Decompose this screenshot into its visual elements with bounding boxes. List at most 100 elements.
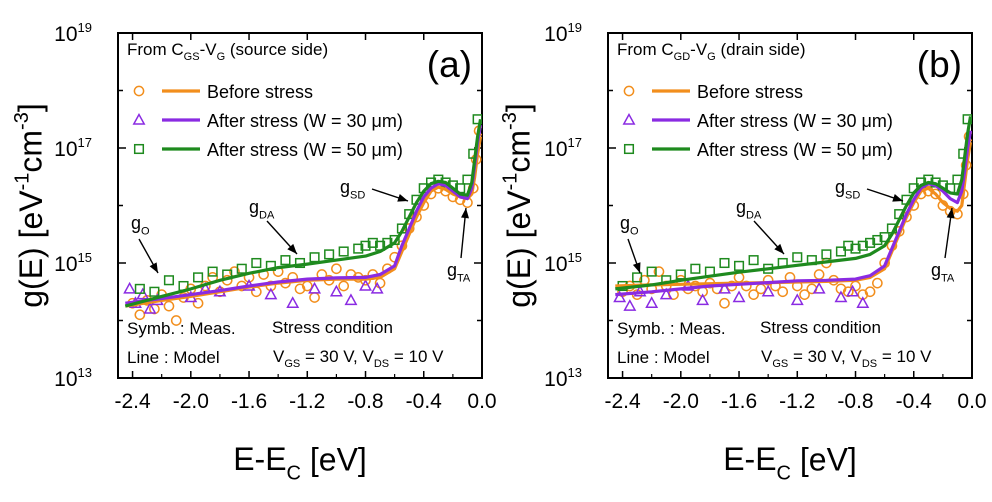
annotation-gDA: gDA <box>249 197 275 221</box>
data-point-after50 <box>280 255 291 266</box>
y-tick-label: 1015 <box>544 250 582 276</box>
stress-condition-part: = 10 V <box>389 347 444 366</box>
y-axis-label-part: g(E) [eV <box>13 190 49 308</box>
y-axis-label-part: ] <box>12 103 48 112</box>
data-point-before <box>134 309 146 321</box>
data-point-after50 <box>857 240 868 251</box>
stress-condition: VGS = 30 V, VDS = 10 V <box>273 347 444 370</box>
legend-label: After stress (W = 30 μm) <box>697 111 893 131</box>
data-point-before <box>864 286 876 298</box>
data-point-after50 <box>207 266 218 277</box>
legend-marker-after50 <box>623 143 635 155</box>
data-point-after50 <box>472 114 482 125</box>
arrow-gO-head <box>632 262 641 273</box>
data-point-before <box>748 289 759 300</box>
data-point-after50 <box>324 249 335 260</box>
annotation-gTA: gTA <box>931 260 955 284</box>
y-tick-label: 1017 <box>544 135 582 161</box>
annotation-gSD: gSD <box>340 177 365 201</box>
stress-condition-part: V <box>273 347 285 366</box>
data-point-after30 <box>761 284 775 297</box>
annotation-gO-part: g <box>131 213 141 233</box>
y-tick-label-part: 10 <box>544 23 567 46</box>
x-axis-label-part: E-E <box>233 441 286 477</box>
panel-header-part: From C <box>127 40 184 59</box>
x-axis-label: E-EC [eV] <box>723 441 857 485</box>
y-tick-label-part: 10 <box>54 368 77 391</box>
panel-header-part: (source side) <box>225 40 328 59</box>
panel-label: (a) <box>427 44 472 85</box>
legend-marker-after30 <box>132 112 146 125</box>
y-axis-label: g(E) [eV-1cm-3] <box>499 103 537 308</box>
data-point-after30 <box>308 281 322 294</box>
data-point-after30 <box>659 287 673 300</box>
stress-condition: VGS = 30 V, VDS = 10 V <box>761 347 932 370</box>
data-point-after50 <box>163 275 175 286</box>
data-point-after50 <box>236 263 247 274</box>
legend-marker-before <box>133 85 145 97</box>
y-tick-label-part: 17 <box>568 135 582 150</box>
note-symbols: Symb. : Meas. <box>617 319 726 338</box>
data-point-after50 <box>646 266 657 277</box>
data-point-after30 <box>286 296 300 308</box>
panel-header-part: -V <box>200 40 218 59</box>
note-lines: Line : Model <box>127 348 220 367</box>
panel-header-part: GS <box>184 51 200 63</box>
data-point-after50 <box>962 114 972 125</box>
panel-b: -2.4 -2.0 -1.6 -1.2 -0.8 -0.4 0.01013101510171… <box>499 20 986 484</box>
data-point-before <box>719 297 730 309</box>
legend-label: Before stress <box>207 82 313 102</box>
data-point-after30 <box>344 293 358 306</box>
panel-header-part: GD <box>674 51 691 63</box>
y-axis-label-part: cm <box>13 130 49 173</box>
data-point-after30 <box>732 290 746 303</box>
annotation-gO-part: O <box>141 225 150 237</box>
model-line-after50 <box>615 116 972 291</box>
stress-title: Stress condition <box>760 318 881 337</box>
data-point-after50 <box>792 252 803 263</box>
data-point-after50 <box>733 260 745 271</box>
y-tick-label: 1013 <box>54 365 92 391</box>
y-axis-label-part: g(E) [eV <box>501 190 537 308</box>
annotation-gO-part: O <box>630 225 639 237</box>
arrow-gDA-head <box>287 243 297 254</box>
data-point-before <box>777 286 789 298</box>
data-point-after50 <box>367 237 378 248</box>
annotation-gDA-part: g <box>736 197 746 217</box>
stress-condition-part: V <box>761 347 773 366</box>
x-axis-label-part: E-E <box>723 441 776 477</box>
data-point-after30 <box>143 301 157 314</box>
data-point-after50 <box>338 246 349 257</box>
x-tick-label: -1.6 <box>231 390 267 413</box>
arrow-gTA-head <box>946 208 955 219</box>
annotation-gSD-part: g <box>340 177 350 197</box>
data-point-after30 <box>696 293 710 306</box>
y-tick-label-part: 10 <box>544 253 567 276</box>
data-point-after30 <box>123 281 137 294</box>
data-point-after30 <box>329 284 343 297</box>
data-point-before <box>331 263 342 275</box>
data-point-before <box>755 283 767 295</box>
panel-a: -2.4 -2.0 -1.6 -1.2 -0.8 -0.4 0.01013101510171… <box>11 20 496 484</box>
annotation-gDA-part: DA <box>746 209 762 221</box>
annotation-gTA-part: TA <box>457 272 471 284</box>
y-tick-label-part: 13 <box>568 365 582 380</box>
x-tick-label: -2.0 <box>173 390 209 413</box>
data-point-after30 <box>790 293 804 306</box>
legend-label: Before stress <box>697 82 803 102</box>
y-tick-label-part: 10 <box>544 368 567 391</box>
arrow-gSD-head <box>892 194 903 202</box>
x-axis-label-part: [eV] <box>791 442 857 478</box>
stress-condition-part: = 10 V <box>877 347 932 366</box>
data-point-after30 <box>370 281 384 294</box>
x-tick-label: 0.0 <box>467 390 496 413</box>
annotation-gO: gO <box>620 213 639 237</box>
annotation-gTA: gTA <box>447 260 471 284</box>
data-group <box>123 114 482 326</box>
annotation-gSD-part: SD <box>845 189 860 201</box>
legend-marker-after30 <box>622 112 636 125</box>
y-tick-label-part: 10 <box>54 138 77 161</box>
annotation-gTA-part: TA <box>941 272 955 284</box>
stress-condition-part: GS <box>284 358 300 370</box>
